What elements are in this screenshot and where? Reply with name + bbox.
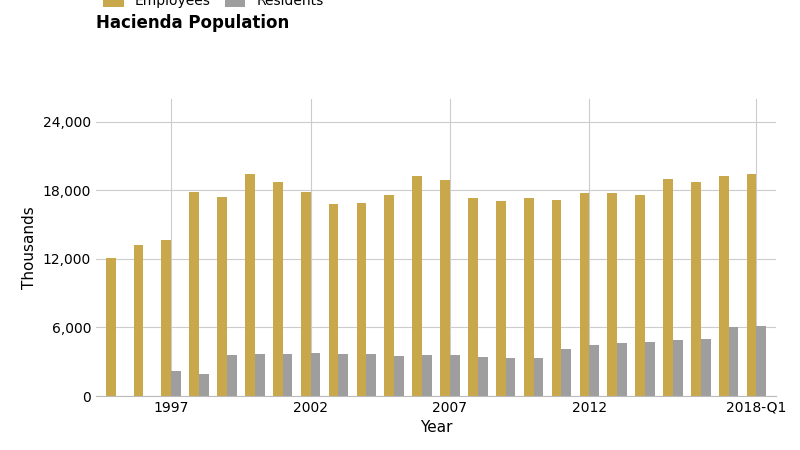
- Bar: [478, 357, 487, 396]
- Bar: [562, 349, 571, 396]
- Bar: [450, 355, 460, 396]
- Bar: [245, 175, 255, 396]
- Bar: [552, 199, 562, 396]
- Bar: [468, 198, 478, 396]
- Bar: [590, 345, 599, 396]
- Bar: [422, 355, 432, 396]
- Bar: [394, 356, 404, 396]
- Bar: [255, 354, 265, 396]
- Bar: [691, 182, 701, 396]
- Bar: [171, 371, 181, 396]
- Bar: [673, 340, 682, 396]
- Bar: [227, 355, 237, 396]
- Bar: [134, 245, 143, 396]
- Bar: [329, 204, 338, 396]
- Y-axis label: Thousands: Thousands: [22, 206, 38, 289]
- Bar: [635, 195, 645, 396]
- Bar: [385, 195, 394, 396]
- X-axis label: Year: Year: [420, 420, 452, 436]
- Bar: [617, 343, 627, 396]
- Bar: [579, 193, 590, 396]
- Legend: Employees, Residents: Employees, Residents: [103, 0, 324, 8]
- Bar: [524, 198, 534, 396]
- Bar: [282, 354, 293, 396]
- Bar: [199, 374, 209, 396]
- Bar: [607, 193, 617, 396]
- Bar: [645, 342, 654, 396]
- Bar: [534, 358, 543, 396]
- Bar: [106, 258, 115, 396]
- Bar: [746, 175, 757, 396]
- Bar: [190, 192, 199, 396]
- Bar: [218, 197, 227, 396]
- Bar: [496, 201, 506, 396]
- Bar: [757, 326, 766, 396]
- Bar: [338, 354, 348, 396]
- Bar: [440, 180, 450, 396]
- Bar: [366, 354, 376, 396]
- Text: Hacienda Population: Hacienda Population: [96, 14, 290, 32]
- Bar: [273, 182, 282, 396]
- Bar: [162, 239, 171, 396]
- Bar: [310, 353, 320, 396]
- Bar: [412, 176, 422, 396]
- Bar: [357, 203, 366, 396]
- Bar: [506, 358, 515, 396]
- Bar: [301, 192, 310, 396]
- Bar: [729, 328, 738, 396]
- Bar: [663, 179, 673, 396]
- Bar: [719, 176, 729, 396]
- Bar: [701, 339, 710, 396]
